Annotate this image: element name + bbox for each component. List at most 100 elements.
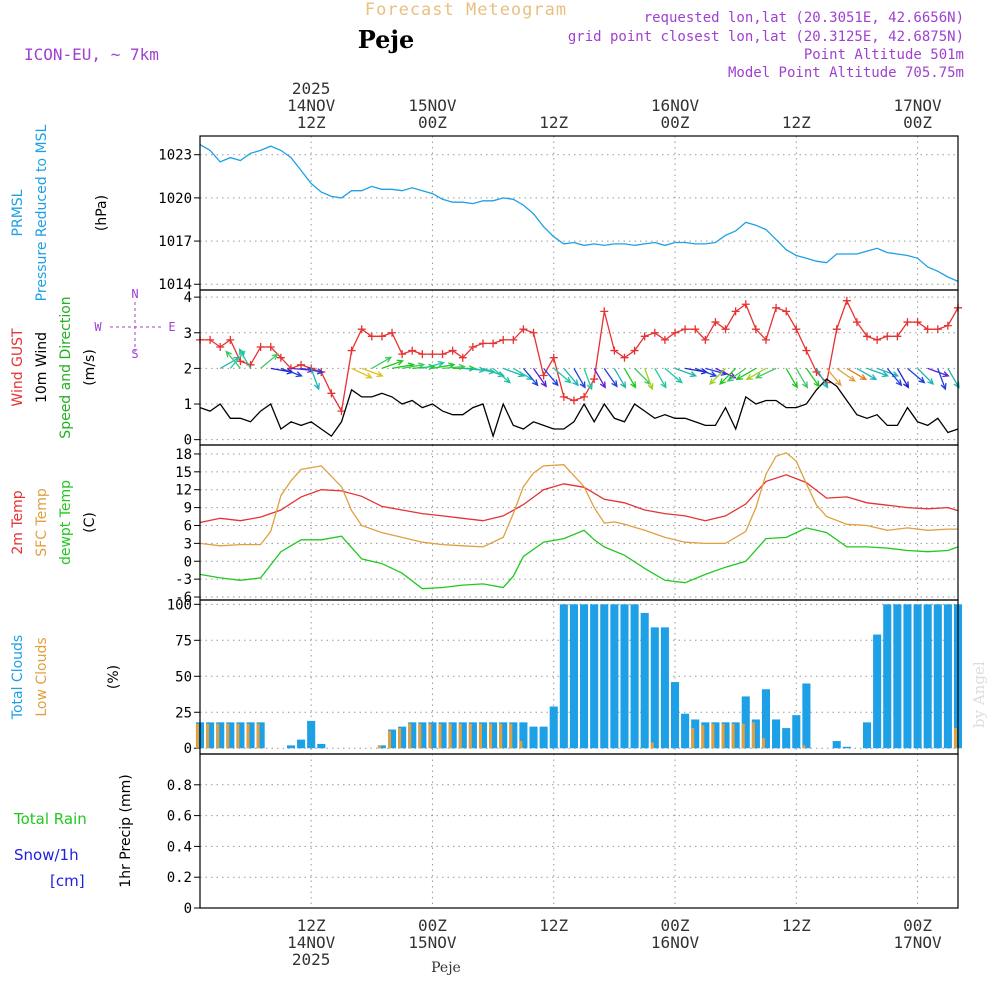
wind-arrow [492, 367, 512, 384]
gust-marker [539, 371, 548, 380]
wind-arrow [351, 367, 373, 379]
gust-marker [681, 325, 690, 334]
gust-marker [438, 350, 447, 359]
total-cloud-bar [529, 726, 538, 749]
wind-arrow [532, 368, 547, 388]
gust-marker [468, 343, 477, 352]
total-cloud-bar [519, 722, 528, 749]
gust-marker [933, 325, 942, 334]
sfc-temp-line [199, 452, 958, 548]
gust-marker [600, 307, 609, 316]
total-cloud-bar [499, 722, 508, 749]
total-cloud-bar [711, 722, 720, 749]
bottom-time-label: 17NOV [893, 933, 942, 952]
compass-north: N [131, 287, 138, 301]
total-cloud-bar [398, 726, 407, 749]
gust-marker [266, 343, 275, 352]
precip-legend-label: [cm] [50, 872, 85, 890]
low-cloud-bar [398, 728, 402, 749]
gust-marker [741, 300, 750, 309]
total-cloud-bar [216, 722, 225, 749]
low-cloud-bar [953, 728, 957, 749]
gust-marker [772, 303, 781, 312]
total-cloud-bar [246, 722, 255, 749]
point-altitude: Point Altitude 501m [804, 47, 964, 63]
gust-marker [852, 318, 861, 327]
y-tick-label: 1017 [158, 234, 192, 250]
total-cloud-bar [883, 604, 892, 749]
total-cloud-bar [539, 726, 548, 749]
total-cloud-bar [307, 720, 316, 749]
total-cloud-bar [691, 719, 700, 749]
total-cloud-bar [286, 745, 296, 749]
gust-marker [650, 328, 659, 337]
low-cloud-bar [650, 742, 654, 749]
axis-side-label: SFC Temp [34, 488, 50, 557]
meteogram-title: Forecast Meteogram [365, 0, 567, 20]
gust-marker [418, 350, 427, 359]
y-tick-label: 0.6 [167, 809, 192, 825]
low-cloud-bar [387, 730, 392, 749]
gust-marker [782, 307, 791, 316]
axis-side-label: Wind GUST [10, 328, 26, 407]
y-tick-label: 3 [184, 536, 192, 552]
y-tick-label: 0.2 [167, 870, 192, 886]
wind-arrow [381, 359, 404, 370]
total-cloud-bar [862, 722, 872, 749]
total-cloud-bar [418, 722, 427, 749]
wind-arrow [573, 368, 586, 389]
wind-arrow [583, 368, 593, 391]
total-cloud-bar [408, 722, 417, 749]
axis-side-label: 2m Temp [10, 490, 26, 554]
y-tick-label: 0.4 [167, 839, 192, 855]
wind-arrow [836, 367, 856, 382]
y-tick-label: 12 [175, 483, 192, 499]
total-cloud-bar [913, 604, 922, 749]
low-cloud-bar [226, 723, 230, 749]
requested-coords: requested lon,lat (20.3051E, 42.6656N) [644, 10, 964, 26]
low-cloud-bar [489, 723, 493, 749]
gust-marker [398, 350, 407, 359]
gust-marker [236, 357, 245, 366]
prmsl-line [199, 144, 959, 282]
gust-marker [863, 332, 872, 341]
model-altitude: Model Point Altitude 705.75m [728, 65, 964, 81]
wind-arrow [553, 367, 572, 384]
total-cloud-bar [761, 689, 771, 749]
clouds-panel: 0 25 50 75 100 Total Clouds Low Clouds (%) [10, 597, 963, 757]
total-cloud-bar [569, 604, 578, 749]
axis-side-label: Total Clouds [10, 635, 26, 720]
low-cloud-bar [468, 723, 472, 749]
low-cloud-bar [499, 723, 503, 749]
top-time-label: 16NOV [651, 96, 700, 115]
y-tick-label: 0 [184, 554, 192, 570]
low-cloud-bar [246, 723, 250, 749]
wind-arrow [947, 368, 960, 389]
low-cloud-bar [458, 723, 462, 749]
total-cloud-bar [933, 604, 942, 749]
wind-arrow [361, 367, 384, 378]
low-cloud-bar [802, 745, 806, 749]
axis-side-label: dewpt Temp [58, 480, 74, 565]
low-cloud-bar [711, 723, 715, 749]
gust-marker [216, 343, 225, 352]
gust-marker [559, 392, 568, 401]
y-tick-label: -6 [175, 590, 192, 606]
gust-marker [478, 339, 487, 348]
wind-gust-line [200, 298, 959, 414]
wind-arrow [512, 367, 534, 381]
wind-arrow [280, 367, 303, 378]
top-time-label: 14NOV [287, 96, 336, 115]
y-tick-label: -3 [175, 572, 192, 588]
gust-marker [489, 339, 498, 348]
y-tick-label: 1023 [158, 148, 192, 164]
bottom-time-label: 14NOV [287, 933, 336, 952]
total-cloud-bar [630, 604, 639, 749]
gust-marker [448, 346, 457, 355]
total-cloud-bar [610, 604, 619, 749]
y-tick-label: 1 [184, 397, 192, 413]
y-tick-label: 3 [184, 326, 192, 342]
total-cloud-bar [236, 722, 245, 749]
temperature-panel: -6 -3 0 3 69 12 15 18 2m Temp SFC Temp dewpt Temp (… [10, 444, 959, 606]
